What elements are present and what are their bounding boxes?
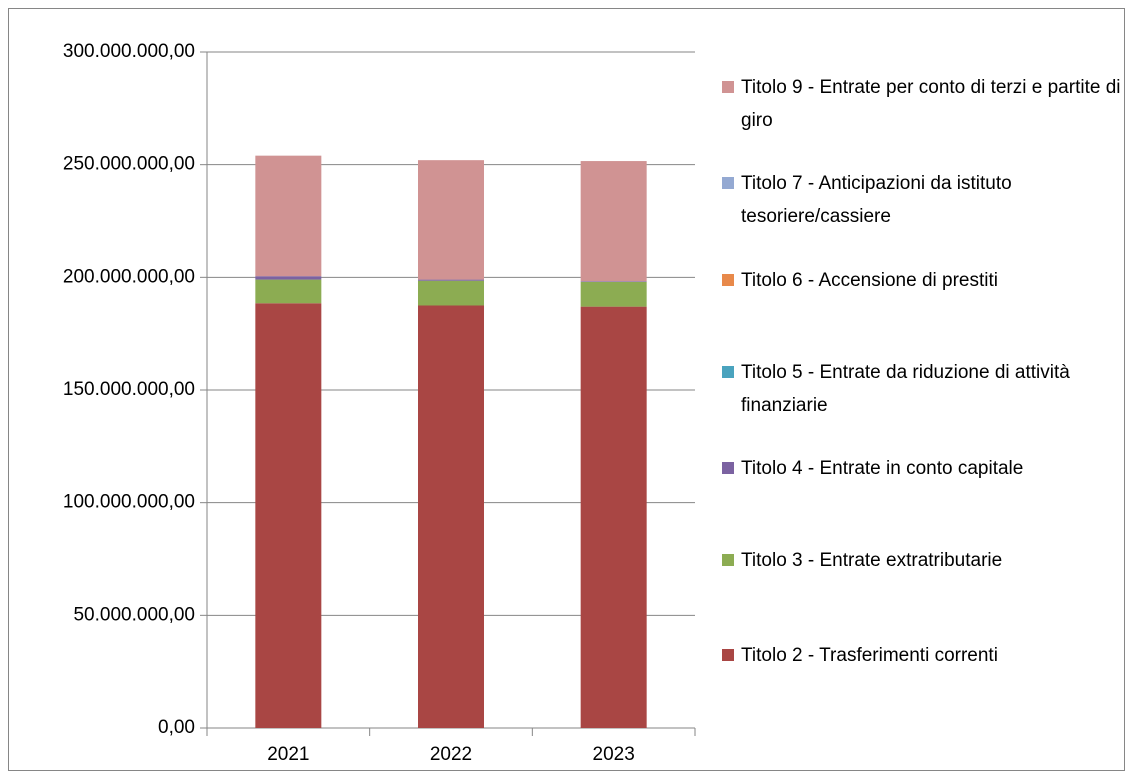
bar-segment [580, 306, 647, 728]
y-tick-label: 250.000.000,00 [63, 154, 195, 175]
y-tick-label: 100.000.000,00 [63, 492, 195, 513]
bar-segment [580, 161, 647, 282]
legend-entry: Titolo 6 - Accensione di prestiti [722, 264, 1122, 297]
legend-swatch [722, 462, 734, 474]
legend-swatch [722, 366, 734, 378]
legend-label: Titolo 9 - Entrate per conto di terzi e … [741, 77, 1121, 131]
y-tick-label: 50.000.000,00 [73, 604, 195, 625]
legend-entry: Titolo 4 - Entrate in conto capitale [722, 452, 1122, 485]
legend-label: Titolo 2 - Trasferimenti correnti [741, 645, 998, 666]
bar-segment [255, 276, 322, 280]
bar-segment [580, 281, 647, 282]
bar-segment [255, 279, 322, 304]
bar-segment [418, 279, 484, 281]
x-tick-label: 2022 [430, 744, 472, 765]
legend-label: Titolo 6 - Accensione di prestiti [741, 270, 998, 291]
legend-label: Titolo 7 - Anticipazioni da istituto tes… [741, 173, 1012, 227]
legend-swatch [722, 81, 734, 93]
x-tick-label: 2023 [593, 744, 635, 765]
y-tick-label: 0,00 [158, 717, 195, 738]
chart-frame [8, 8, 1125, 771]
legend-swatch [722, 649, 734, 661]
legend-entry: Titolo 3 - Entrate extratributarie [722, 544, 1122, 577]
legend-label: Titolo 3 - Entrate extratributarie [741, 550, 1003, 571]
legend-entry: Titolo 5 - Entrate da riduzione di attiv… [722, 356, 1122, 422]
y-tick-label: 150.000.000,00 [63, 379, 195, 400]
y-tick-label: 200.000.000,00 [63, 266, 195, 287]
bar-segment [255, 155, 322, 277]
legend-swatch [722, 554, 734, 566]
bar-segment [255, 303, 322, 728]
bar-segment [418, 280, 484, 306]
legend-entry: Titolo 2 - Trasferimenti correnti [722, 639, 1122, 672]
legend-label: Titolo 4 - Entrate in conto capitale [741, 458, 1024, 479]
bar-segment [418, 160, 484, 280]
x-tick-label: 2021 [267, 744, 309, 765]
y-tick-label: 300.000.000,00 [63, 41, 195, 62]
legend-swatch [722, 274, 734, 286]
legend-swatch [722, 177, 734, 189]
bar-segment [580, 281, 647, 307]
legend-label: Titolo 5 - Entrate da riduzione di attiv… [741, 362, 1070, 416]
legend-entry: Titolo 7 - Anticipazioni da istituto tes… [722, 167, 1122, 233]
bar-segment [418, 305, 484, 728]
legend-entry: Titolo 9 - Entrate per conto di terzi e … [722, 71, 1122, 137]
